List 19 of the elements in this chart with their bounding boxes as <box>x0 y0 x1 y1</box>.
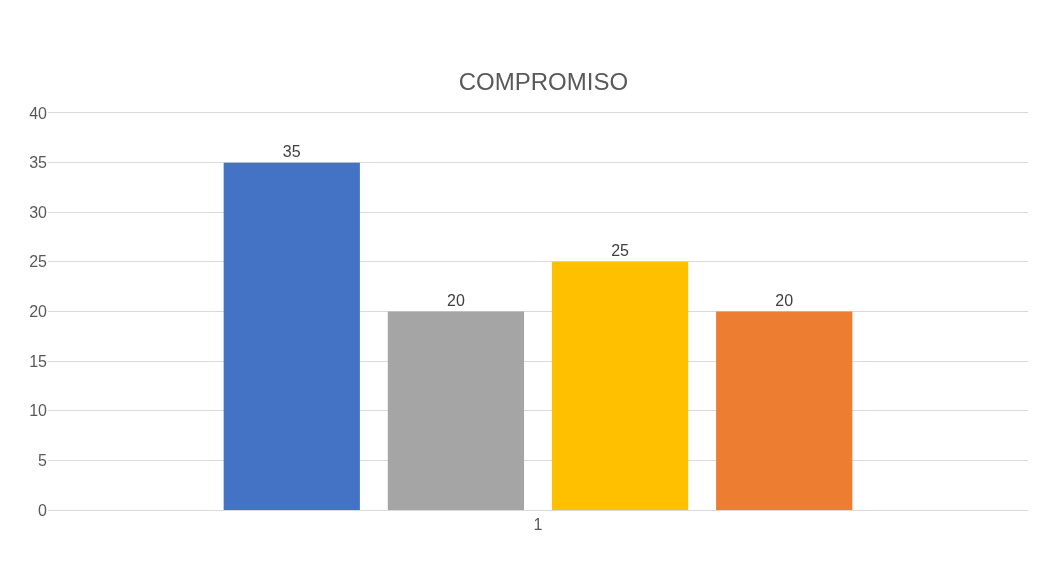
y-tick-label: 20 <box>29 303 48 321</box>
bar <box>551 261 689 510</box>
y-tick-label: 30 <box>29 203 48 221</box>
bar <box>223 162 360 510</box>
data-label: 35 <box>282 142 301 160</box>
y-tick-label: 15 <box>29 352 48 370</box>
data-label: 20 <box>446 291 465 309</box>
y-tick-label: 0 <box>38 501 48 519</box>
y-tick-label: 25 <box>29 253 48 271</box>
x-tick-label: 1 <box>533 516 543 534</box>
data-label: 25 <box>611 241 630 259</box>
y-tick-label: 40 <box>29 104 48 122</box>
y-tick-label: 35 <box>29 154 48 172</box>
bar <box>387 311 525 510</box>
y-tick-label: 10 <box>29 402 48 420</box>
data-label: 20 <box>775 291 794 309</box>
chart-title: COMPROMISO <box>458 68 629 96</box>
bar <box>716 311 853 510</box>
y-tick-label: 5 <box>38 451 48 469</box>
